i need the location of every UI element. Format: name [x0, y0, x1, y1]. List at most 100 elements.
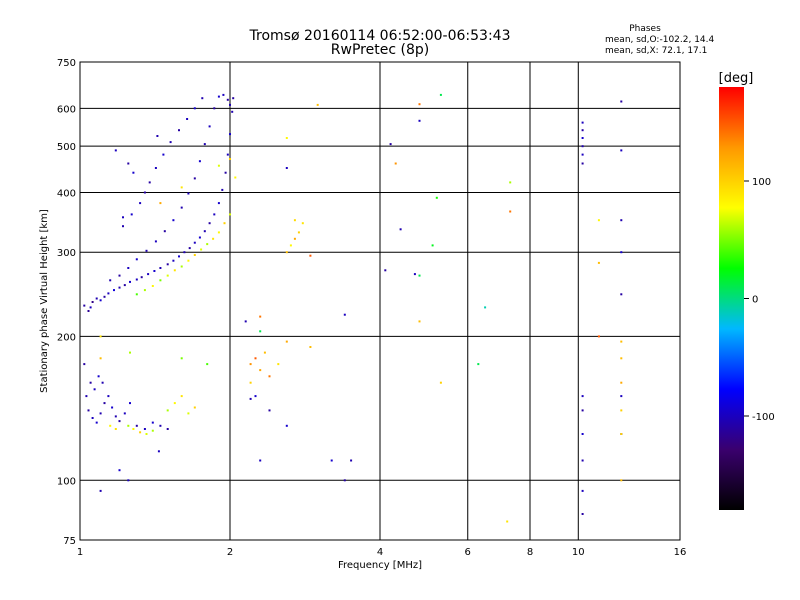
data-point — [198, 160, 201, 163]
data-point — [418, 119, 421, 122]
plot-frame — [79, 61, 681, 541]
data-point — [620, 149, 623, 152]
chart-subtitle: RwPretec (8p) — [331, 42, 429, 58]
data-point — [581, 162, 584, 165]
data-point — [620, 409, 623, 412]
data-point — [581, 409, 584, 412]
data-point — [153, 270, 156, 272]
data-point — [217, 231, 220, 234]
data-point — [99, 489, 102, 492]
data-point — [103, 402, 106, 405]
data-point — [200, 248, 203, 251]
colorbar-tick-label: 0 — [752, 295, 758, 306]
data-point — [268, 375, 271, 378]
data-point — [99, 335, 102, 338]
data-point — [597, 335, 600, 338]
data-point — [147, 273, 150, 276]
data-point — [99, 299, 102, 302]
data-point — [83, 304, 86, 307]
data-point — [212, 237, 215, 240]
data-point — [122, 225, 124, 228]
data-point — [259, 459, 262, 462]
data-point — [309, 346, 312, 348]
y-tick-label: 75 — [63, 536, 76, 547]
data-point — [143, 428, 146, 430]
data-point — [217, 95, 220, 98]
data-point — [193, 254, 196, 256]
data-point — [140, 276, 143, 279]
data-point — [597, 219, 600, 222]
data-point — [229, 103, 231, 106]
data-point — [172, 219, 175, 222]
data-point — [418, 103, 421, 106]
data-point — [148, 181, 151, 184]
stats-line-x: mean, sd,X: 72.1, 17.1 — [605, 46, 707, 56]
data-point — [620, 381, 623, 384]
data-point — [206, 243, 209, 246]
data-point — [166, 428, 169, 430]
data-point — [506, 520, 509, 523]
data-point — [145, 249, 148, 252]
data-point — [97, 375, 100, 378]
data-point — [285, 424, 288, 427]
y-tick-label: 750 — [57, 58, 76, 69]
data-point — [193, 406, 196, 409]
data-point — [173, 269, 176, 272]
data-point — [114, 149, 117, 152]
data-point — [159, 424, 162, 427]
x-axis-label: Frequency [MHz] — [338, 560, 422, 571]
data-point — [127, 424, 130, 427]
data-point — [222, 93, 225, 96]
data-point — [289, 244, 292, 247]
data-point — [118, 420, 121, 423]
data-point — [581, 433, 584, 435]
data-point — [297, 231, 300, 234]
data-point — [620, 357, 623, 360]
x-tick-label: 2 — [227, 547, 233, 558]
data-point — [99, 412, 102, 415]
data-point — [145, 433, 148, 435]
data-point — [109, 424, 112, 427]
data-point — [203, 230, 206, 233]
data-point — [99, 357, 102, 360]
data-point — [224, 171, 227, 174]
data-point — [118, 286, 121, 289]
data-point — [249, 381, 252, 384]
data-point — [172, 259, 175, 262]
data-point — [620, 219, 623, 222]
data-point — [254, 357, 257, 360]
data-point — [620, 433, 623, 435]
data-point — [122, 216, 124, 219]
data-point — [244, 320, 247, 323]
data-point — [101, 381, 104, 384]
data-point — [268, 409, 271, 412]
data-point — [293, 219, 296, 222]
data-point — [285, 251, 288, 254]
data-point — [163, 230, 166, 233]
data-point — [187, 412, 190, 415]
data-point — [509, 210, 512, 213]
data-point — [213, 213, 216, 216]
data-point — [127, 479, 130, 482]
data-point — [180, 395, 183, 398]
data-point — [135, 258, 138, 261]
data-point — [221, 188, 224, 191]
data-point — [620, 479, 623, 482]
data-point — [123, 284, 126, 287]
data-point — [132, 171, 135, 174]
data-point — [263, 351, 266, 354]
colorbar-label: [deg] — [719, 71, 754, 86]
data-point — [581, 489, 584, 492]
data-point — [234, 176, 237, 179]
data-point — [186, 118, 189, 120]
x-tick-label: 4 — [377, 547, 383, 558]
data-point — [330, 459, 333, 462]
x-tick-label: 8 — [527, 547, 533, 558]
data-point — [484, 306, 487, 309]
data-point — [159, 279, 162, 282]
data-point — [114, 428, 117, 430]
data-point — [173, 402, 176, 405]
colorbar — [719, 87, 744, 510]
data-point — [413, 273, 416, 276]
